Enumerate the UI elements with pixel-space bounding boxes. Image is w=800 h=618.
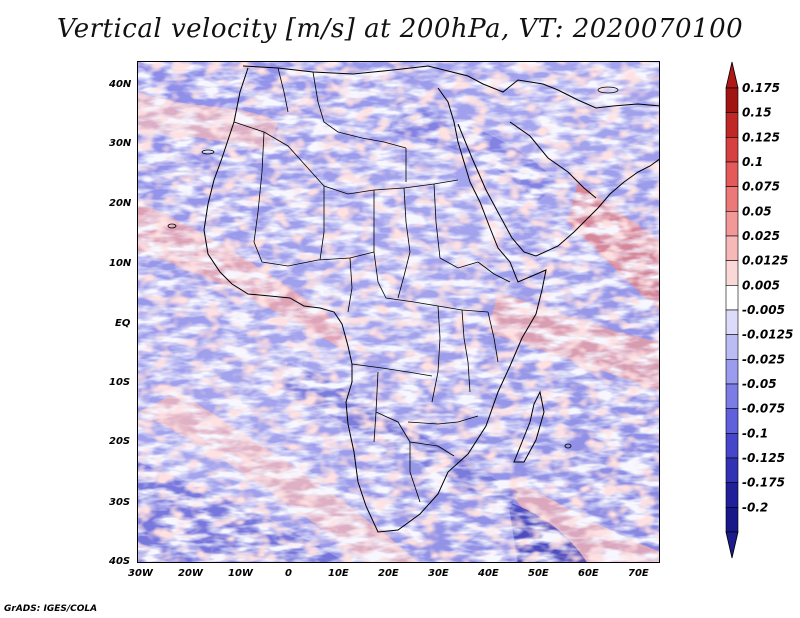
colorbar-tick-label: -0.2 bbox=[742, 500, 768, 514]
colorbar-swatch bbox=[725, 211, 739, 237]
colorbar-swatch bbox=[725, 309, 739, 335]
colorbar-swatch bbox=[725, 285, 739, 311]
colorbar-swatch bbox=[725, 359, 739, 385]
lon-label-10w: 10W bbox=[228, 568, 253, 579]
lat-label-30s: 30S bbox=[109, 497, 131, 508]
lon-label-70e: 70E bbox=[628, 568, 649, 579]
colorbar-swatch bbox=[725, 507, 739, 533]
colorbar-arrow-bottom bbox=[725, 531, 739, 559]
texture-red bbox=[138, 62, 659, 562]
colorbar: 0.175 0.15 0.125 0.1 0.075 0.05 0.025 0.0125 0.0… bbox=[725, 61, 793, 559]
colorbar-tick-label: 0.175 bbox=[742, 81, 780, 95]
colorbar-tick-label: -0.0125 bbox=[742, 328, 793, 342]
colorbar-tick-label: -0.1 bbox=[742, 426, 768, 440]
lat-label-eq: EQ bbox=[115, 318, 131, 329]
colorbar-swatch bbox=[725, 457, 739, 483]
footer-credit: GrADS: IGES/COLA bbox=[4, 604, 98, 614]
colorbar-tick-label: 0.0125 bbox=[742, 254, 788, 268]
colorbar-swatch bbox=[725, 161, 739, 187]
colorbar-arrow-top bbox=[725, 61, 739, 89]
colorbar-tick-label: -0.025 bbox=[742, 352, 785, 366]
colorbar-tick-label: 0.005 bbox=[742, 278, 780, 292]
lon-label-40e: 40E bbox=[478, 568, 499, 579]
coastlines bbox=[203, 65, 659, 533]
colorbar-tick-label: -0.005 bbox=[742, 303, 785, 317]
lat-label-20n: 20N bbox=[109, 198, 132, 209]
colorbar-swatch bbox=[725, 482, 739, 508]
lon-label-10e: 10E bbox=[328, 568, 349, 579]
colorbar-swatch bbox=[725, 112, 739, 138]
colorbar-swatch bbox=[725, 260, 739, 286]
lat-label-30n: 30N bbox=[109, 138, 132, 149]
colorbar-swatch bbox=[725, 235, 739, 261]
colorbar-tick-label: 0.1 bbox=[742, 155, 763, 169]
colorbar-tick-label: -0.125 bbox=[742, 451, 785, 465]
lon-label-60e: 60E bbox=[578, 568, 599, 579]
colorbar-tick-label: -0.075 bbox=[742, 402, 785, 416]
colorbar-swatch bbox=[725, 137, 739, 163]
colorbar-tick-label: 0.025 bbox=[742, 229, 780, 243]
lat-label-40s: 40S bbox=[109, 556, 131, 567]
lon-label-30w: 30W bbox=[128, 568, 153, 579]
islands bbox=[167, 86, 619, 449]
velocity-map bbox=[137, 61, 660, 563]
colorbar-tick-label: 0.15 bbox=[742, 106, 772, 120]
colorbar-tick-label: 0.05 bbox=[742, 204, 772, 218]
colorbar-tick-label: 0.075 bbox=[742, 180, 780, 194]
map-title: Vertical velocity [m/s] at 200hPa, VT: 2… bbox=[56, 14, 744, 44]
colorbar-swatch bbox=[725, 334, 739, 360]
colorbar-tick-label: 0.125 bbox=[742, 130, 780, 144]
lon-label-20w: 20W bbox=[178, 568, 203, 579]
lon-label-30e: 30E bbox=[428, 568, 449, 579]
map-canvas bbox=[138, 62, 659, 562]
colorbar-tick-label: -0.05 bbox=[742, 377, 777, 391]
colorbar-swatch bbox=[725, 383, 739, 409]
colorbar-swatch bbox=[725, 186, 739, 212]
lon-label-0: 0 bbox=[285, 568, 292, 579]
colorbar-swatch bbox=[725, 433, 739, 459]
colorbar-swatch bbox=[725, 87, 739, 113]
lat-label-10s: 10S bbox=[109, 377, 131, 388]
lat-label-40n: 40N bbox=[109, 79, 132, 90]
country-borders bbox=[233, 67, 511, 503]
lat-label-10n: 10N bbox=[109, 258, 132, 269]
lon-label-50e: 50E bbox=[528, 568, 549, 579]
lat-label-20s: 20S bbox=[109, 436, 131, 447]
lon-label-20e: 20E bbox=[378, 568, 399, 579]
colorbar-swatch bbox=[725, 408, 739, 434]
colorbar-tick-label: -0.175 bbox=[742, 476, 785, 490]
